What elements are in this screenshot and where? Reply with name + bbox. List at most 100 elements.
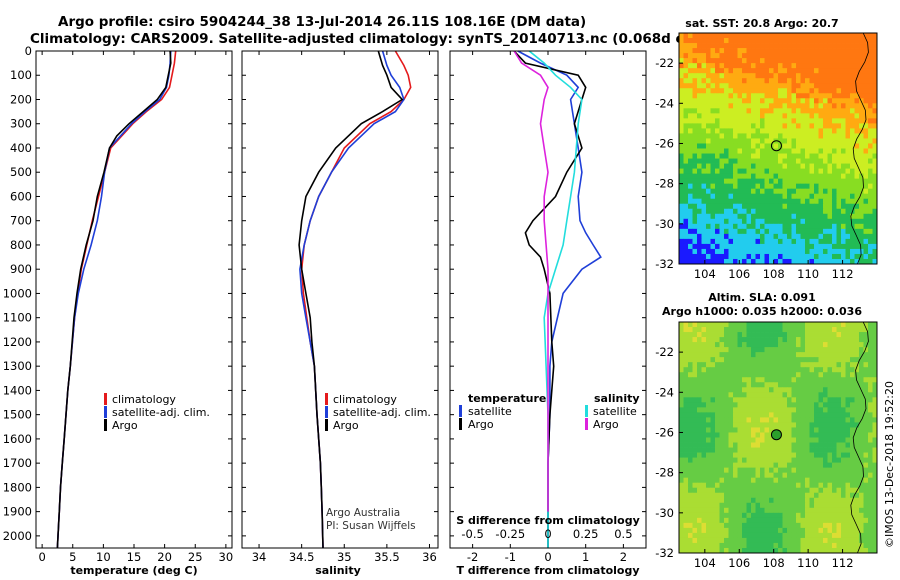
map-cell [814, 228, 819, 235]
map-cell [845, 352, 851, 358]
map-cell [809, 188, 815, 195]
map-cell [773, 322, 779, 328]
map-cell [688, 188, 693, 195]
x-tick-label: 35.5 [374, 550, 400, 564]
map-cell [863, 492, 869, 499]
map-cell [823, 442, 828, 448]
map-cell [710, 33, 716, 39]
difference-axis-ticks: -2 -1 0 1 2 [450, 50, 646, 564]
map-cell [827, 387, 833, 393]
map-cell [706, 482, 711, 489]
map-cell [782, 198, 788, 205]
map-cell [683, 547, 689, 554]
map-cell [751, 397, 756, 403]
map-cell [760, 367, 765, 373]
map-cell [814, 98, 819, 104]
map-cell [850, 417, 855, 423]
map-cell [697, 243, 702, 250]
map-cell [724, 143, 729, 149]
map-cell [814, 128, 819, 134]
map-cell [827, 402, 833, 408]
map-cell [688, 63, 693, 69]
map-cell [719, 103, 725, 109]
map-cell [800, 93, 806, 99]
map-cell [697, 382, 702, 388]
map-cell [733, 377, 738, 383]
map-cell [872, 422, 878, 428]
map-cell [746, 537, 752, 544]
map-cell [791, 407, 797, 413]
map-cell [778, 377, 783, 383]
map-cell [854, 213, 860, 220]
map-cell [728, 417, 734, 423]
map-cell [872, 467, 878, 474]
map-cell [868, 352, 873, 358]
map-cell [760, 128, 765, 134]
map-cell [706, 228, 711, 235]
map-cell [773, 33, 779, 39]
map-cell [836, 472, 842, 479]
map-cell [760, 457, 765, 464]
map-cell [701, 512, 707, 519]
map-cell [872, 337, 878, 343]
map-cell [737, 88, 743, 94]
map-cell [814, 352, 819, 358]
map-cell [823, 542, 828, 549]
map-cell [683, 183, 689, 190]
map-cell [805, 43, 810, 49]
map-cell [755, 462, 761, 469]
map-cell [823, 427, 828, 433]
map-cell [746, 332, 752, 338]
map-cell [863, 367, 869, 373]
map-cell [818, 447, 824, 453]
map-cell [868, 522, 873, 529]
map-cell [868, 118, 873, 124]
map-cell [841, 512, 846, 519]
map-cell [760, 138, 765, 144]
map-cell [764, 332, 770, 338]
map-cell [832, 203, 837, 210]
map-cell [728, 168, 734, 175]
map-cell [836, 357, 842, 363]
map-cell [818, 537, 824, 544]
map-cell [737, 163, 743, 169]
map-cell [755, 238, 761, 245]
map-cell [697, 502, 702, 509]
map-cell [701, 397, 707, 403]
map-cell [710, 108, 716, 114]
map-cell [737, 158, 743, 164]
map-cell [778, 512, 783, 519]
map-cell [845, 497, 851, 504]
map-cell [841, 88, 846, 94]
map-cell [706, 83, 711, 89]
map-cell [715, 527, 720, 534]
map-cell [751, 103, 756, 109]
map-cell [710, 447, 716, 453]
map-cell [805, 163, 810, 169]
map-cell [683, 322, 689, 328]
map-cell [832, 412, 837, 418]
map-cell [692, 332, 698, 338]
map-cell [692, 387, 698, 393]
map-cell [688, 73, 693, 79]
map-cell [791, 337, 797, 343]
map-cell [814, 188, 819, 195]
legend-label-temperature-satellite: satellite [468, 405, 512, 418]
map-cell [791, 208, 797, 215]
map-cell [683, 73, 689, 79]
map-cell [850, 392, 855, 398]
map-cell [733, 188, 738, 195]
map-cell [868, 188, 873, 195]
map-cell [746, 48, 752, 54]
map-cell [764, 482, 770, 489]
map-cell [796, 412, 801, 418]
map-cell [719, 512, 725, 519]
map-cell [697, 118, 702, 124]
map-cell [859, 183, 864, 190]
map-cell [688, 123, 693, 129]
map-cell [823, 43, 828, 49]
map-cell [823, 178, 828, 185]
map-cell [814, 532, 819, 539]
map-cell [746, 532, 752, 539]
lon-tick-label: 110 [797, 267, 819, 281]
